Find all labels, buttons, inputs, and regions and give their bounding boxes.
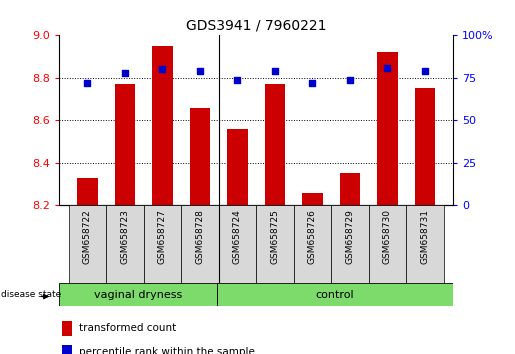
Bar <box>181 205 219 283</box>
Point <box>158 67 166 72</box>
Text: GSM658726: GSM658726 <box>308 209 317 264</box>
Bar <box>62 345 72 354</box>
Bar <box>331 205 369 283</box>
Text: disease state: disease state <box>1 290 61 299</box>
Point <box>308 80 317 86</box>
Text: GSM658722: GSM658722 <box>83 209 92 264</box>
Text: GSM658724: GSM658724 <box>233 209 242 264</box>
Bar <box>302 193 323 205</box>
Bar <box>68 205 106 283</box>
Bar <box>294 205 331 283</box>
Point <box>196 68 204 74</box>
Text: GSM658729: GSM658729 <box>346 209 354 264</box>
Bar <box>217 283 453 306</box>
Text: GSM658723: GSM658723 <box>121 209 129 264</box>
Bar <box>106 205 144 283</box>
Text: transformed count: transformed count <box>78 323 176 333</box>
Text: percentile rank within the sample: percentile rank within the sample <box>78 347 254 354</box>
Bar <box>59 283 217 306</box>
Bar <box>415 88 435 205</box>
Bar <box>256 205 294 283</box>
Bar <box>340 173 360 205</box>
Bar <box>190 108 210 205</box>
Bar <box>377 52 398 205</box>
Text: GSM658730: GSM658730 <box>383 209 392 264</box>
Bar <box>227 129 248 205</box>
Title: GDS3941 / 7960221: GDS3941 / 7960221 <box>186 19 327 33</box>
Bar <box>152 46 173 205</box>
Text: GSM658731: GSM658731 <box>420 209 430 264</box>
Bar <box>406 205 444 283</box>
Text: GSM658725: GSM658725 <box>270 209 280 264</box>
Bar <box>219 205 256 283</box>
Text: GSM658728: GSM658728 <box>196 209 204 264</box>
Bar <box>144 205 181 283</box>
Point <box>121 70 129 76</box>
Bar <box>77 178 98 205</box>
Bar <box>265 84 285 205</box>
Text: GSM658727: GSM658727 <box>158 209 167 264</box>
Point <box>421 68 429 74</box>
Bar <box>115 84 135 205</box>
Text: control: control <box>316 290 354 300</box>
Point <box>271 68 279 74</box>
Point <box>383 65 391 70</box>
Point <box>346 77 354 82</box>
Bar <box>369 205 406 283</box>
Point <box>83 80 92 86</box>
Point <box>233 77 242 82</box>
Bar <box>62 321 72 336</box>
Text: vaginal dryness: vaginal dryness <box>94 290 182 300</box>
